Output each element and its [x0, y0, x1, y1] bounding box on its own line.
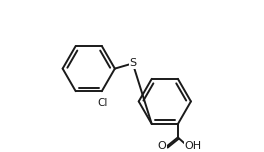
Text: OH: OH	[184, 141, 201, 151]
Text: S: S	[129, 58, 136, 68]
Text: Cl: Cl	[97, 98, 108, 108]
Text: O: O	[158, 141, 167, 151]
